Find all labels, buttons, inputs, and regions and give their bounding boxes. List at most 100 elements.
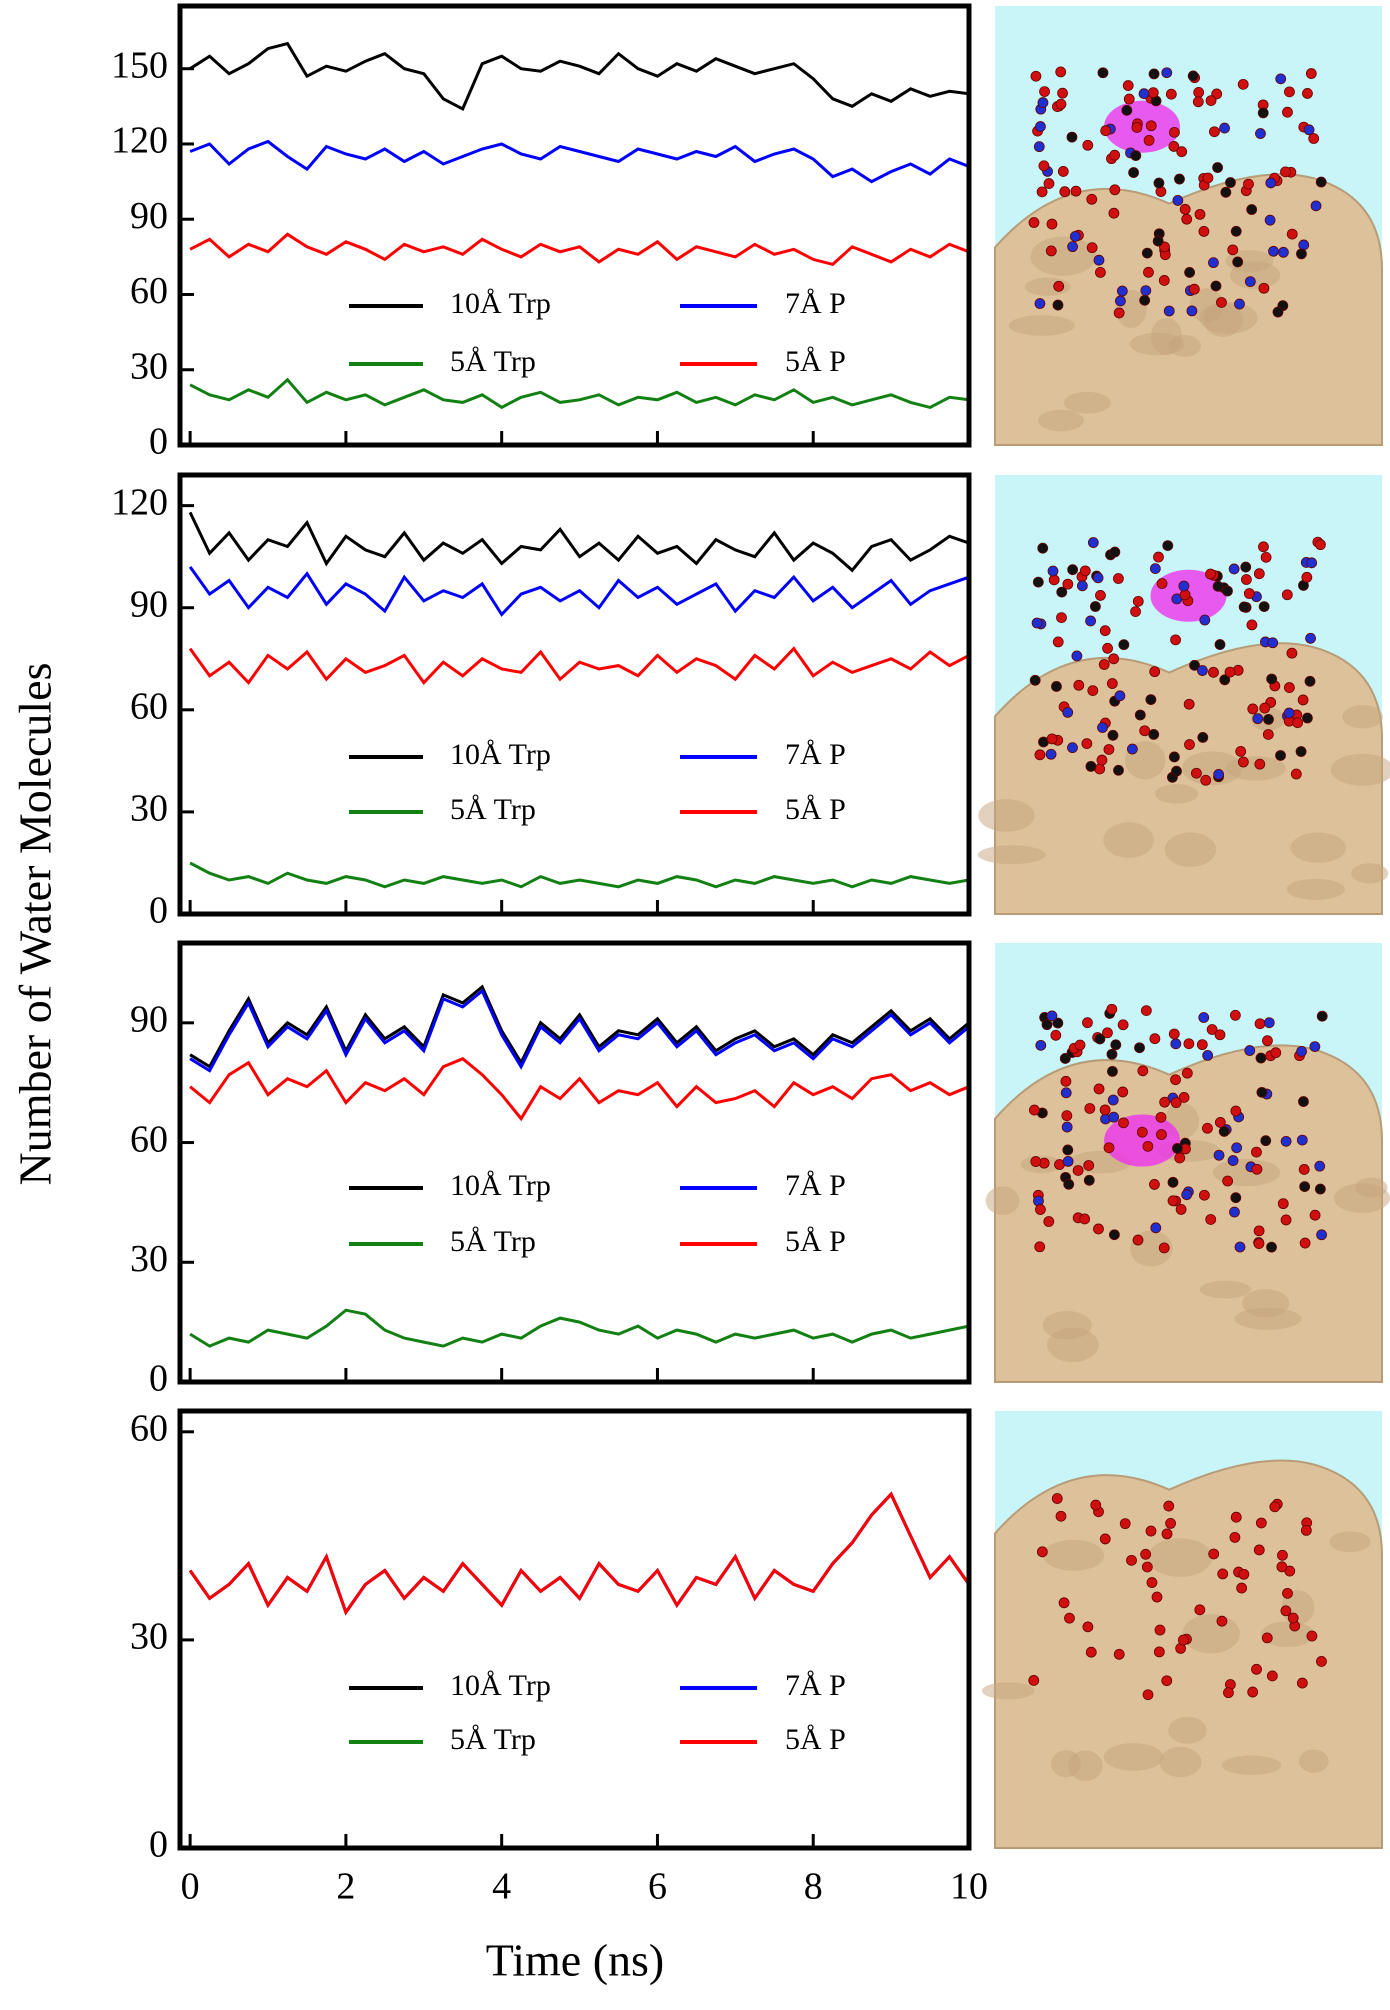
water-molecule <box>1029 674 1041 686</box>
water-molecule <box>1103 1142 1115 1154</box>
water-molecule <box>1106 1048 1118 1060</box>
water-molecule <box>1056 586 1068 598</box>
water-molecule <box>1156 578 1168 589</box>
water-molecule <box>1082 1017 1093 1029</box>
water-molecule <box>1140 1548 1152 1560</box>
water-molecule <box>1270 1047 1282 1059</box>
water-molecule <box>1045 245 1057 257</box>
series-line <box>189 41 969 111</box>
water-molecule <box>1035 1039 1047 1051</box>
water-molecule <box>1045 748 1057 760</box>
surface-shade <box>1030 236 1096 276</box>
water-molecule <box>1315 539 1326 551</box>
water-molecule <box>1058 1597 1070 1609</box>
water-molecule <box>1253 1225 1265 1237</box>
water-molecule <box>1244 1045 1256 1056</box>
water-molecule <box>1123 93 1135 105</box>
water-molecule <box>1255 1517 1267 1529</box>
water-molecule <box>1142 1689 1154 1701</box>
water-molecule <box>1316 1656 1327 1667</box>
y-tick-label: 120 <box>111 481 168 523</box>
water-molecule <box>1155 1111 1167 1123</box>
water-molecule <box>1150 1222 1162 1234</box>
water-molecule <box>1028 1104 1040 1116</box>
legend-label: 10Å Trp <box>450 287 551 320</box>
water-molecule <box>1264 214 1276 226</box>
water-molecule <box>1146 1577 1158 1588</box>
x-tick-label: 4 <box>492 1866 511 1908</box>
surface-shade <box>1182 751 1243 786</box>
water-molecule <box>1107 729 1119 741</box>
water-molecule <box>1142 1140 1154 1152</box>
water-molecule <box>1145 694 1157 706</box>
water-molecule <box>1305 632 1316 644</box>
water-molecule <box>1227 1155 1239 1166</box>
water-molecule <box>1086 193 1098 205</box>
water-molecule <box>1140 285 1152 296</box>
water-molecule <box>1087 537 1099 548</box>
y-tick-label: 60 <box>130 686 168 728</box>
water-molecule <box>1114 690 1126 702</box>
y-tick-label: 0 <box>149 1358 168 1400</box>
water-molecule <box>1106 1003 1118 1015</box>
water-molecule <box>1059 1053 1071 1064</box>
water-molecule <box>1050 1029 1062 1041</box>
water-molecule <box>1300 1525 1312 1536</box>
series-line <box>189 377 969 410</box>
water-molecule <box>1048 574 1060 586</box>
water-molecule <box>1237 756 1249 768</box>
water-molecule <box>1179 203 1191 215</box>
water-molecule <box>1296 1134 1308 1146</box>
series-line <box>188 646 969 685</box>
water-molecule <box>1168 1028 1180 1040</box>
water-molecule <box>1230 1105 1242 1117</box>
water-molecule <box>1067 742 1078 754</box>
surface-shade <box>1147 1538 1213 1577</box>
water-molecule <box>1149 563 1161 575</box>
x-tick-label: 6 <box>648 1866 667 1908</box>
y-tick-label: 90 <box>130 195 168 237</box>
water-molecule <box>1074 1039 1086 1051</box>
surface-shade <box>1229 261 1281 290</box>
surface-shade <box>1043 1539 1105 1571</box>
legend-label: 5Å P <box>785 345 846 378</box>
surface-shade <box>1329 1531 1371 1553</box>
water-molecule <box>1243 588 1255 599</box>
water-molecule <box>1037 97 1049 108</box>
water-molecule <box>1280 166 1291 178</box>
water-molecule <box>1184 267 1195 278</box>
water-molecule <box>1167 1195 1179 1207</box>
water-molecule <box>1241 574 1252 585</box>
water-molecule <box>1056 612 1067 624</box>
water-molecule <box>1308 133 1320 144</box>
water-molecule <box>1145 1525 1157 1537</box>
water-molecule <box>1255 1052 1267 1064</box>
water-molecule <box>1113 307 1125 319</box>
surface-shade <box>977 845 1046 865</box>
water-molecule <box>1275 750 1286 761</box>
water-molecule <box>1062 1144 1074 1156</box>
water-molecule <box>1107 1094 1119 1106</box>
water-molecule <box>1309 1041 1321 1053</box>
water-molecule <box>1089 601 1101 612</box>
series-line <box>189 988 969 1073</box>
water-molecule <box>1266 1670 1278 1682</box>
water-molecule <box>1298 239 1310 251</box>
water-molecule <box>1067 241 1078 253</box>
water-molecule <box>1149 666 1161 678</box>
water-molecule <box>1158 1242 1170 1254</box>
water-molecule <box>1276 1561 1288 1573</box>
water-molecule <box>1258 541 1269 553</box>
water-molecule <box>1055 1510 1067 1522</box>
water-molecule <box>1284 86 1295 98</box>
water-molecule <box>1177 1634 1189 1646</box>
legend-label: 7Å P <box>785 287 846 320</box>
water-molecule <box>1119 1518 1131 1530</box>
water-molecule <box>1229 1531 1241 1543</box>
water-molecule <box>1227 244 1239 256</box>
water-molecule <box>1066 131 1078 143</box>
series-line <box>188 511 969 573</box>
water-molecule <box>1306 1630 1318 1642</box>
water-molecule <box>1097 722 1108 733</box>
